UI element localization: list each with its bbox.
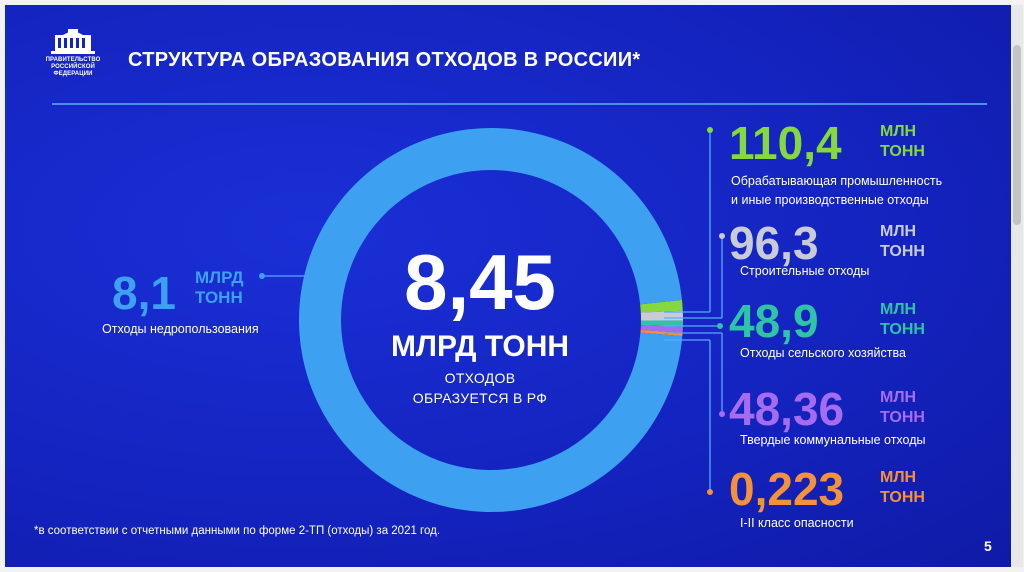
item-unit: МЛН ТОНН <box>880 388 925 428</box>
pie-slice-3 <box>640 320 683 327</box>
total-caption: ОТХОДОВ ОБРАЗУЕТСЯ В РФ <box>360 368 600 408</box>
page-number: 5 <box>984 538 992 554</box>
total-caption-line: ОТХОДОВ <box>444 370 516 386</box>
item-label: Обрабатывающая промышленность и иные прои… <box>731 172 942 210</box>
left-item-label: Отходы недропользования <box>102 322 259 336</box>
connector-dot <box>707 127 713 133</box>
item-label-line: и иные производственные отходы <box>731 193 929 207</box>
left-item-unit-line: ТОНН <box>195 288 243 307</box>
slide-title: СТРУКТУРА ОБРАЗОВАНИЯ ОТХОДОВ В РОССИИ* <box>128 49 641 71</box>
item-value: 96,3 <box>729 217 819 269</box>
item-unit: МЛН ТОНН <box>880 468 925 508</box>
item-unit-line: ТОНН <box>880 243 925 260</box>
footnote: *в соответствии с отчетными данными по ф… <box>34 525 441 537</box>
item-label-line: I-II класс опасности <box>740 516 854 530</box>
government-building-icon <box>51 29 95 54</box>
item-label: Строительные отходы <box>740 262 869 281</box>
item-value: 48,9 <box>729 295 819 347</box>
item-label: I-II класс опасности <box>740 514 854 533</box>
connector-dot <box>717 323 723 329</box>
item-value: 48,36 <box>729 383 845 435</box>
item-label: Твердые коммунальные отходы <box>740 431 926 450</box>
item-unit-line: ТОНН <box>880 143 925 160</box>
total-unit: МЛРД ТОНН <box>390 330 570 363</box>
pie-slice-1 <box>640 299 683 313</box>
item-unit-line: МЛН <box>880 469 917 486</box>
item-unit: МЛН ТОНН <box>880 222 925 262</box>
connector-dot <box>707 489 713 495</box>
logo-text-line: ПРАВИТЕЛЬСТВО <box>45 57 101 63</box>
item-label-line: Обрабатывающая промышленность <box>731 174 943 188</box>
item-unit-line: ТОНН <box>880 321 925 338</box>
pie-slice-5 <box>640 329 683 337</box>
item-unit-line: МЛН <box>880 301 917 318</box>
left-item-value: 8,1 <box>112 267 176 319</box>
item-unit-line: МЛН <box>880 223 917 240</box>
item-label-line: Строительные отходы <box>740 264 870 278</box>
logo-text-line: РОССИЙСКОЙ <box>51 64 95 70</box>
item-unit-line: ТОНН <box>880 489 925 506</box>
connector-dot <box>719 411 725 417</box>
connector-dot <box>719 233 725 239</box>
item-unit-line: МЛН <box>880 389 917 406</box>
government-logo: ПРАВИТЕЛЬСТВО РОССИЙСКОЙ ФЕДЕРАЦИИ <box>41 27 105 89</box>
item-unit: МЛН ТОНН <box>880 300 925 340</box>
item-label-line: Твердые коммунальные отходы <box>740 433 926 447</box>
item-label: Отходы сельского хозяйства <box>740 344 906 363</box>
total-caption-line: ОБРАЗУЕТСЯ В РФ <box>412 390 548 406</box>
logo-text-line: ФЕДЕРАЦИИ <box>53 71 93 77</box>
item-unit-line: МЛН <box>880 123 917 140</box>
connector-dot <box>259 273 265 279</box>
left-item-unit-line: МЛРД <box>195 268 244 287</box>
scrollbar-thumb[interactable] <box>1013 45 1021 225</box>
item-unit-line: ТОНН <box>880 409 925 426</box>
total-value: 8,45 <box>404 238 556 326</box>
left-item-unit: МЛРД ТОНН <box>195 268 243 308</box>
item-unit: МЛН ТОНН <box>880 122 925 162</box>
item-value: 0,223 <box>729 463 845 515</box>
scrollbar[interactable] <box>1011 5 1023 567</box>
pie-slice-4 <box>640 325 683 333</box>
item-label-line: Отходы сельского хозяйства <box>740 346 906 360</box>
header-divider <box>52 103 987 105</box>
item-value: 110,4 <box>729 117 842 169</box>
